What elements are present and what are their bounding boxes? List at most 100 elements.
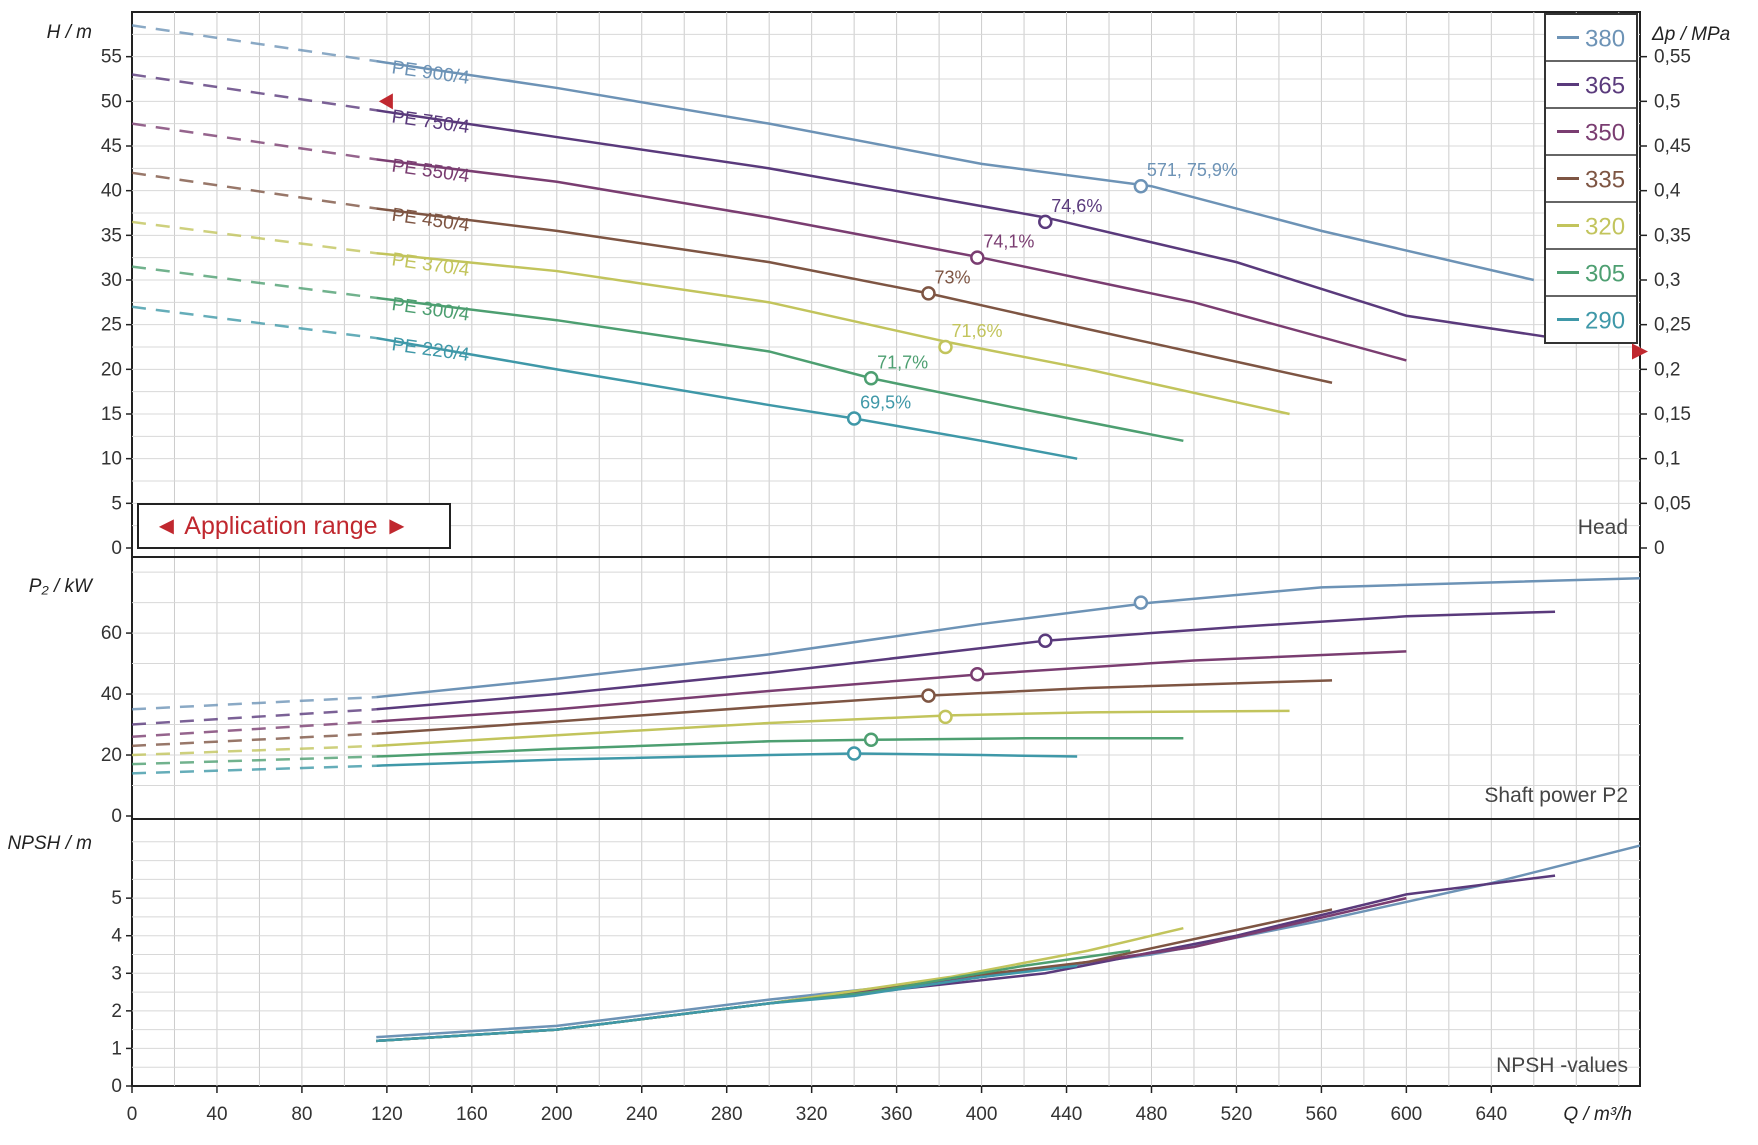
panel-head: 0 5 10 15 20 25 30 35 40 45 50 55 H / m Head 0 0,05 0,1 0… xyxy=(47,22,1731,559)
power-curve-ext xyxy=(131,755,377,766)
y-tick-label: 1 xyxy=(111,1038,122,1059)
efficiency-label: 69,5% xyxy=(860,392,911,412)
series-320: 71,6%PE 370/4 xyxy=(131,220,1290,1043)
legend-entry: 380 xyxy=(1585,26,1625,53)
right-tick-label: 0,25 xyxy=(1654,315,1691,336)
power-curve-ext xyxy=(131,708,377,726)
panel-title: Shaft power P2 xyxy=(1484,784,1628,807)
application-range-box xyxy=(137,503,451,549)
efficiency-label: 74,6% xyxy=(1051,196,1102,216)
y-tick-label: 45 xyxy=(101,136,122,157)
x-tick-label: 0 xyxy=(127,1104,138,1125)
y-tick-label: 20 xyxy=(101,359,122,380)
right-tick-label: 0,1 xyxy=(1654,449,1680,470)
y-tick-label: 25 xyxy=(101,315,122,336)
y-tick-label: 50 xyxy=(101,91,122,112)
duty-markers xyxy=(378,93,1648,360)
x-tick-label: 600 xyxy=(1391,1104,1423,1125)
x-tick-label: 200 xyxy=(541,1104,573,1125)
right-tick-label: 0,05 xyxy=(1654,493,1691,514)
efficiency-label: 73% xyxy=(934,267,970,287)
x-tick-label: 520 xyxy=(1221,1104,1253,1125)
head-curve-ext xyxy=(131,122,377,161)
right-tick-label: 0,4 xyxy=(1654,181,1681,202)
right-tick-label: 0 xyxy=(1654,538,1665,559)
y-tick-label: 5 xyxy=(111,888,122,909)
right-tick-label: 0,55 xyxy=(1654,47,1691,68)
bep-marker xyxy=(921,286,936,301)
power-curve xyxy=(376,679,1333,735)
head-curve-ext xyxy=(131,171,377,210)
bep-marker xyxy=(970,666,985,682)
efficiency-label: 74,1% xyxy=(983,232,1034,252)
bep-marker xyxy=(846,746,862,761)
bep-marker xyxy=(1133,178,1149,194)
x-tick-label: 320 xyxy=(796,1104,828,1125)
right-tick-label: 0,15 xyxy=(1654,404,1691,425)
bep-marker xyxy=(863,371,879,386)
right-tick-label: 0,5 xyxy=(1654,91,1680,112)
y-tick-label: 55 xyxy=(101,47,122,68)
y-axis-label: H / m xyxy=(47,22,92,43)
duty-marker-left xyxy=(378,93,393,110)
y-tick-label: 60 xyxy=(101,623,122,644)
bep-marker xyxy=(1133,595,1149,610)
head-curve xyxy=(376,336,1078,460)
right-tick-label: 0,35 xyxy=(1654,225,1691,246)
legend-entry: 305 xyxy=(1585,261,1625,288)
power-curve-ext xyxy=(131,720,377,738)
power-curve xyxy=(376,576,1641,699)
npsh-curve xyxy=(376,964,1078,1043)
y-tick-label: 15 xyxy=(101,404,122,425)
bep-marker xyxy=(921,688,936,703)
power-curve-ext xyxy=(131,744,377,757)
x-tick-label: 400 xyxy=(966,1104,998,1125)
legend: 380 365 350 335 320 305 290 xyxy=(1544,13,1638,344)
panel-title: Head xyxy=(1578,516,1628,539)
head-curve-ext xyxy=(131,265,377,300)
legend-entry: 350 xyxy=(1585,120,1625,147)
y-axis-label: NPSH / m xyxy=(8,833,92,854)
y-tick-label: 20 xyxy=(101,745,122,766)
right-axis-label: Δp / MPa xyxy=(1651,24,1730,45)
panel-power: 0 20 40 60 P₂ / kW Shaft power P2 xyxy=(29,571,1640,827)
head-curve-ext xyxy=(131,220,377,255)
y-tick-label: 40 xyxy=(101,181,122,202)
right-tick-label: 0,45 xyxy=(1654,136,1691,157)
y-tick-label: 2 xyxy=(111,1001,122,1022)
bep-marker xyxy=(846,411,862,426)
x-axis: 0 40 80 120 160 200 240 280 320 360 400 440 480 520 56… xyxy=(127,1086,1632,1125)
x-tick-label: 480 xyxy=(1136,1104,1168,1125)
y-tick-label: 40 xyxy=(101,684,122,705)
power-curve-ext xyxy=(131,732,377,748)
x-tick-label: 240 xyxy=(626,1104,658,1125)
head-curve xyxy=(376,296,1184,443)
head-curve xyxy=(376,251,1290,416)
head-curve xyxy=(376,59,1535,282)
legend-entry: 365 xyxy=(1585,73,1625,100)
y-axis-label: P₂ / kW xyxy=(29,576,94,597)
power-curve xyxy=(376,709,1290,748)
y-tick-label: 0 xyxy=(111,806,122,827)
right-tick-label: 0,3 xyxy=(1654,270,1680,291)
x-tick-label: 80 xyxy=(291,1104,312,1125)
x-tick-label: 560 xyxy=(1306,1104,1338,1125)
legend-entry: 320 xyxy=(1585,214,1625,241)
x-tick-label: 440 xyxy=(1051,1104,1083,1125)
head-curve-ext xyxy=(131,24,377,63)
y-tick-label: 5 xyxy=(111,493,122,514)
bep-marker xyxy=(938,709,953,725)
power-curve-ext xyxy=(131,764,377,775)
bep-marker xyxy=(1038,214,1053,230)
x-tick-label: 280 xyxy=(711,1104,743,1125)
series-335: 73%PE 450/4 xyxy=(131,171,1333,1043)
power-curve xyxy=(376,752,1078,767)
bep-marker xyxy=(863,732,879,748)
head-curve-ext xyxy=(131,305,377,340)
right-tick-label: 0,2 xyxy=(1654,359,1680,380)
y-tick-label: 35 xyxy=(101,225,122,246)
application-range-label: ◄ Application range ► xyxy=(154,512,409,540)
y-tick-label: 0 xyxy=(111,538,122,559)
bep-marker xyxy=(938,339,953,355)
